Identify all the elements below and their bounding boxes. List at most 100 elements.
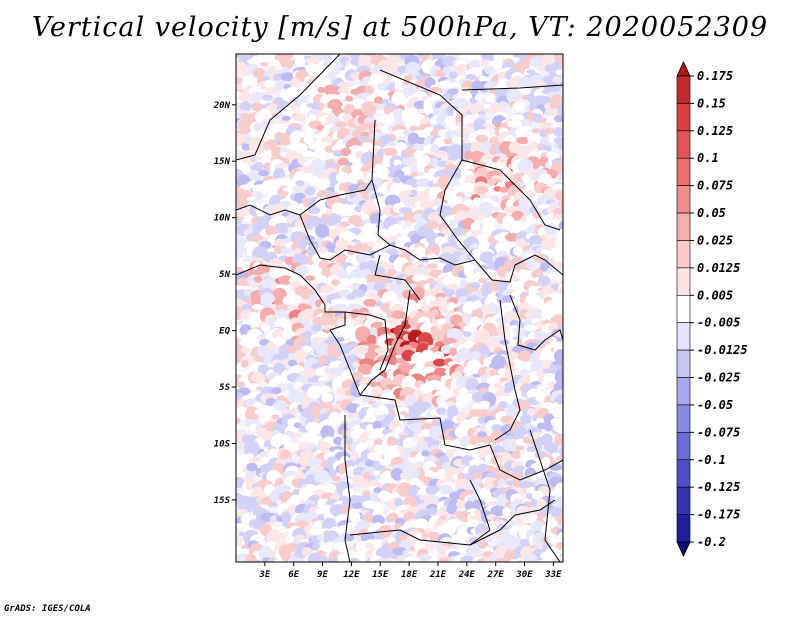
field-cell [477,211,488,219]
colorbar-segment [676,514,691,543]
field-cell [282,330,294,339]
field-cell [281,115,291,121]
field-cell [291,294,302,305]
field-cell [282,296,294,305]
colorbar-label: 0.175 [697,69,733,83]
field-cell [301,547,313,557]
field-cell [455,399,466,409]
field-cell [320,425,335,440]
field-cell [236,133,245,145]
field-cell [247,58,257,65]
field-cell [418,554,433,562]
field-cell [541,456,551,466]
border-line [236,204,301,216]
lon-label: 3E [258,570,270,580]
field-cell [388,235,397,242]
colorbar-label: 0.0125 [697,261,740,275]
field-cell [301,150,315,158]
border-line [349,529,491,546]
field-cell [375,557,392,562]
field-cell [402,130,412,136]
field-cell [476,233,490,246]
field-cell [426,471,438,477]
field-cell [243,214,254,223]
field-cell [307,206,321,215]
lon-label: 21E [429,570,447,580]
field-cell [373,65,383,73]
field-cell [347,232,357,240]
field-cell [366,334,377,346]
field-cell [273,336,286,347]
field-cell [325,483,337,493]
field-cell [470,350,482,361]
field-cell [455,121,465,127]
lat-label: 10S [214,439,231,449]
field-cell [274,478,284,486]
field-cell [455,63,468,73]
field-cell [315,178,330,191]
field-cell [541,380,550,388]
field-cell [269,489,281,502]
field-cell [248,131,258,138]
field-cell [304,275,316,281]
field-cell [482,269,498,277]
field-cell [419,118,432,125]
field-cell [540,249,550,255]
lat-label: 15N [214,157,231,167]
field-cell [246,462,258,472]
field-cell [555,69,563,76]
field-cell [499,339,510,345]
field-cell [238,91,252,103]
border-line [299,214,331,261]
field-cell [465,393,474,401]
field-cell [264,79,274,88]
field-cell [442,92,453,100]
field-cell [339,221,350,228]
field-cell [239,101,252,112]
colorbar-label: 0.1 [697,151,719,165]
field-cell [303,345,312,353]
field-cell [529,56,546,68]
field-cell [419,200,432,209]
field-cell [431,329,447,342]
field-cell [311,542,320,551]
field-cell [436,296,445,304]
field-cell [293,422,302,429]
field-cell [246,196,256,202]
field-cell [400,453,409,461]
field-cell [509,558,518,562]
field-cell [301,129,316,139]
field-cell [243,288,252,297]
field-cell [253,559,262,562]
field-cell [472,373,481,378]
field-cell [245,471,256,479]
field-cell [290,407,300,415]
field-cell [281,555,290,562]
colorbar-segment [676,185,691,214]
field-cell [452,81,461,88]
lat-label: 5N [219,270,230,280]
field-cell [512,172,527,185]
field-cell [371,306,383,314]
field-cell [349,511,361,523]
field-cell [320,285,334,294]
field-cell [519,128,529,136]
field-cell [414,533,423,542]
field-cell [421,349,435,362]
field-cell [307,457,323,468]
field-cell [442,66,451,74]
field-cell [503,260,517,269]
field-cell [357,363,373,375]
field-cell [544,423,553,432]
field-cell [323,59,332,69]
field-cell [316,274,328,285]
field-cell [554,368,563,386]
field-cell [434,150,447,159]
field-cell [490,505,507,517]
lon-label: 9E [317,570,328,580]
field-cell [505,480,515,486]
field-cell [560,124,563,130]
field-cell [260,386,275,395]
field-cell [321,136,335,144]
field-cell [321,392,334,403]
